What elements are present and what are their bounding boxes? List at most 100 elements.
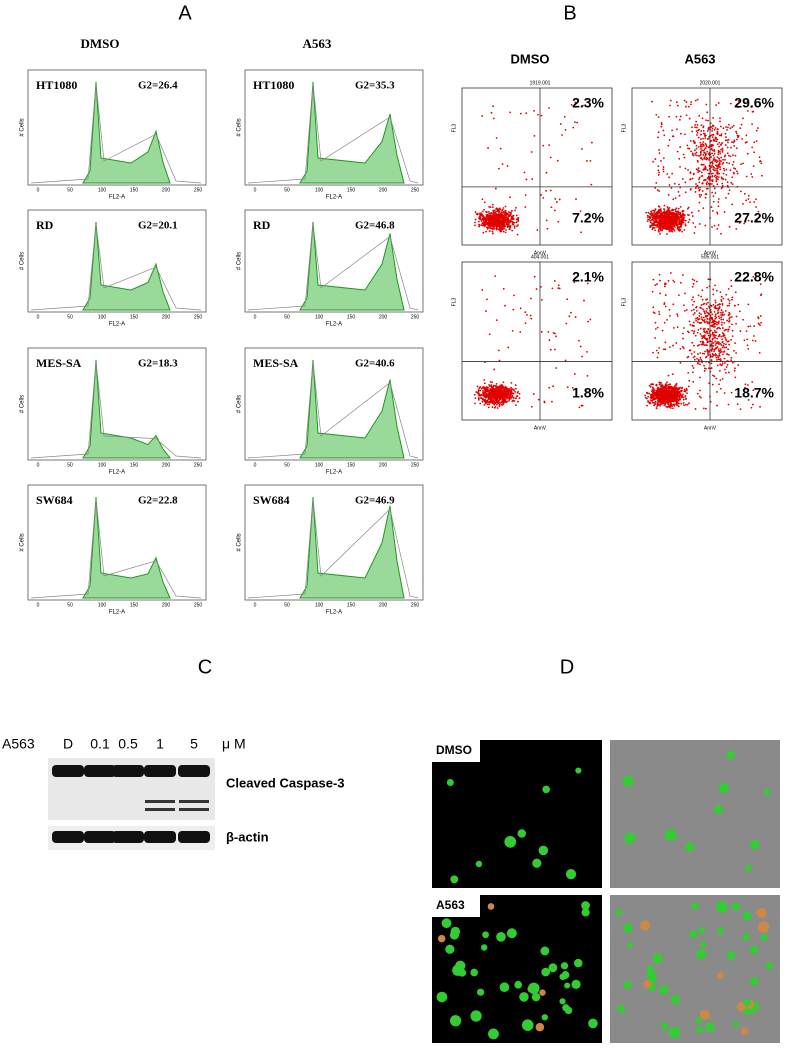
dot — [684, 390, 686, 392]
cell — [528, 983, 540, 995]
dot — [725, 133, 727, 135]
dot — [489, 401, 491, 403]
dot — [495, 400, 497, 402]
dot — [715, 353, 717, 355]
quadrant-percent: 2.1% — [572, 269, 604, 285]
dot — [480, 397, 482, 399]
dot — [647, 212, 649, 214]
x-tick-label: 50 — [67, 187, 73, 193]
dot — [508, 226, 510, 228]
dot — [705, 143, 707, 145]
dot — [474, 224, 476, 226]
dot — [718, 102, 720, 104]
unit: μ M — [222, 736, 246, 752]
dot — [723, 173, 725, 175]
quadrant-percent: 7.2% — [572, 210, 604, 226]
dot — [670, 217, 672, 219]
dot — [661, 122, 663, 124]
dot — [514, 391, 516, 393]
dot — [484, 387, 486, 389]
dot — [531, 178, 533, 180]
dot — [697, 332, 699, 334]
dot — [663, 348, 665, 350]
cell — [488, 903, 495, 910]
dot — [732, 164, 734, 166]
dot — [674, 385, 676, 387]
dot — [718, 205, 720, 207]
dot — [720, 233, 722, 235]
y-axis-title: FL3 — [621, 297, 627, 306]
dot — [657, 403, 659, 405]
dot — [515, 384, 517, 386]
dot — [673, 405, 675, 407]
dot — [712, 210, 714, 212]
band — [52, 765, 84, 777]
dot — [714, 284, 716, 286]
dot — [651, 101, 653, 103]
dot — [669, 383, 671, 385]
cell — [695, 1017, 701, 1023]
dot — [670, 407, 672, 409]
cell-line: RD — [36, 218, 54, 232]
dot — [730, 182, 732, 184]
dot — [685, 404, 687, 406]
dot — [660, 224, 662, 226]
dot — [474, 403, 476, 405]
dot — [728, 124, 730, 126]
dot — [752, 111, 754, 113]
dot — [703, 180, 705, 182]
dot — [701, 289, 703, 291]
dot — [683, 210, 685, 212]
y-axis-title: # Cells — [20, 252, 26, 270]
dot — [757, 127, 759, 129]
x-tick-label: 50 — [284, 602, 290, 608]
cell — [500, 982, 510, 992]
dot — [666, 398, 668, 400]
dot — [693, 325, 695, 327]
dot — [727, 126, 729, 128]
dot — [697, 345, 699, 347]
dot — [749, 325, 751, 327]
dot — [483, 404, 485, 406]
dot — [699, 196, 701, 198]
dot — [716, 308, 718, 310]
cell — [566, 869, 576, 879]
cell — [450, 1015, 461, 1026]
x-tick-label: 150 — [347, 462, 356, 468]
dot — [706, 111, 708, 113]
dot — [696, 152, 698, 154]
dot — [706, 303, 708, 305]
dot — [477, 392, 479, 394]
dot — [731, 297, 733, 299]
dot — [495, 224, 497, 226]
dot — [695, 187, 697, 189]
dot — [725, 310, 727, 312]
dot — [717, 364, 719, 366]
dot — [671, 212, 673, 214]
dot — [735, 291, 737, 293]
dot — [678, 213, 680, 215]
dot — [708, 173, 710, 175]
dot — [474, 222, 476, 224]
dot — [727, 142, 729, 144]
dot — [701, 149, 703, 151]
x-tick-label: 200 — [162, 462, 171, 468]
dot — [662, 216, 664, 218]
dot — [720, 348, 722, 350]
cell — [522, 1019, 534, 1031]
dot — [541, 299, 543, 301]
dot — [565, 129, 567, 131]
dot — [698, 167, 700, 169]
dot — [679, 393, 681, 395]
dot — [483, 393, 485, 395]
dot — [664, 322, 666, 324]
dot — [707, 329, 709, 331]
dot — [690, 140, 692, 142]
dot — [698, 178, 700, 180]
x-tick-label: 100 — [98, 314, 107, 320]
dot — [735, 228, 737, 230]
dot — [691, 131, 693, 133]
dot — [675, 211, 677, 213]
dot — [497, 400, 499, 402]
dot — [718, 315, 720, 317]
